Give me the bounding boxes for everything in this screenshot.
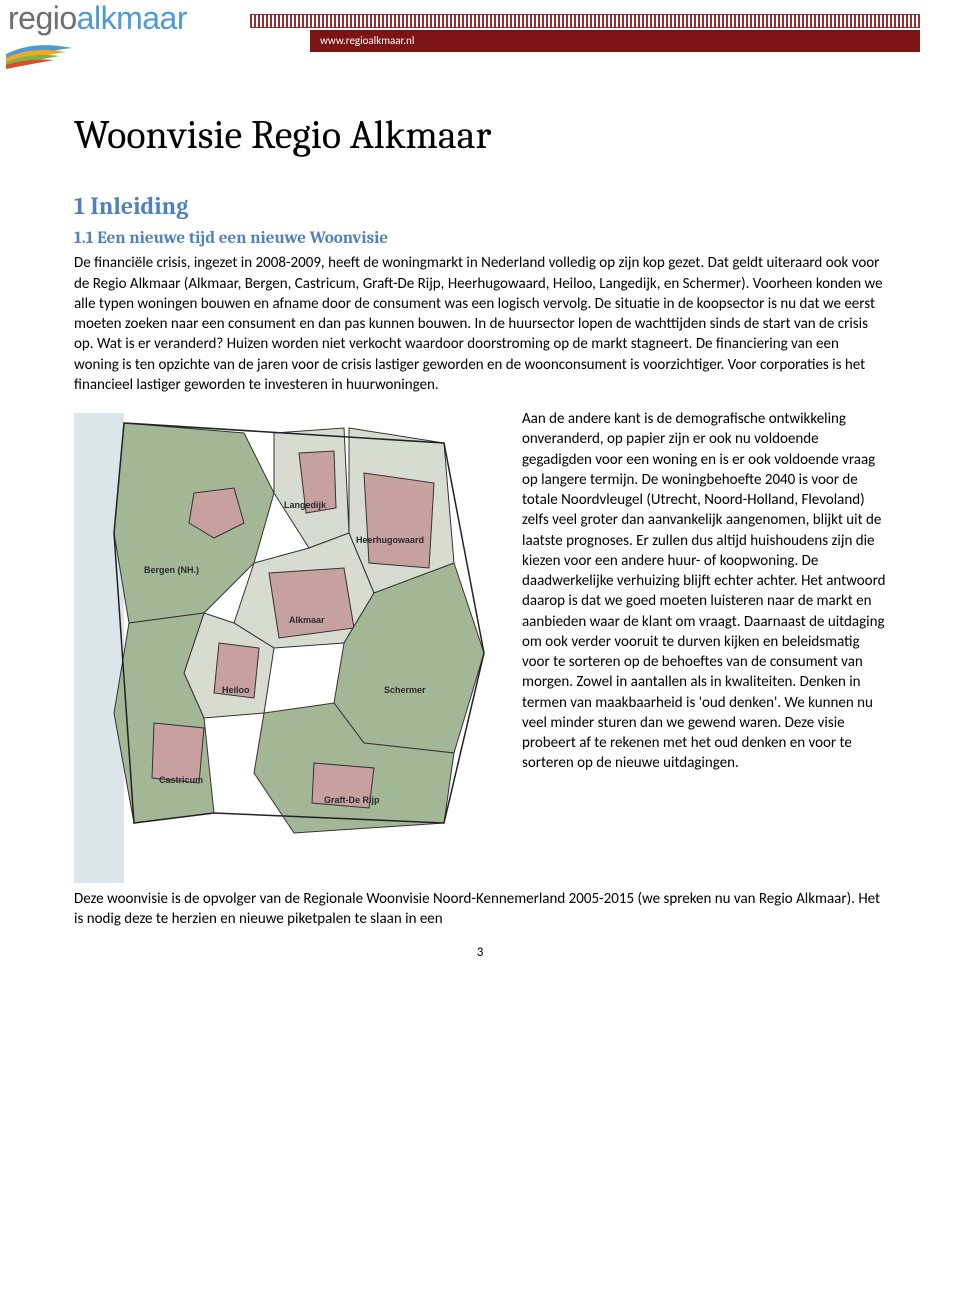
section-heading: 1 Inleiding: [74, 190, 886, 222]
document-body: Woonvisie Regio Alkmaar 1 Inleiding 1.1 …: [0, 68, 960, 981]
region-map: Bergen (NH.) Langedijk Heerhugowaard Alk…: [74, 413, 504, 883]
map-label-alkmaar: Alkmaar: [289, 615, 325, 625]
map-label-heiloo: Heiloo: [222, 685, 250, 695]
map-svg: Bergen (NH.) Langedijk Heerhugowaard Alk…: [74, 413, 504, 883]
map-label-langedijk: Langedijk: [284, 500, 327, 510]
logo-text: regioalkmaar: [8, 2, 187, 34]
paragraph-closing: Deze woonvisie is de opvolger van de Reg…: [74, 889, 886, 930]
page-header: regioalkmaar www.regioalkmaar.nl: [0, 0, 960, 68]
page-number: 3: [74, 944, 886, 962]
wrapped-section: Bergen (NH.) Langedijk Heerhugowaard Alk…: [74, 409, 886, 889]
map-label-heerhugowaard: Heerhugowaard: [356, 535, 424, 545]
site-url-bar: www.regioalkmaar.nl: [310, 30, 920, 52]
map-label-castricum: Castricum: [159, 775, 203, 785]
paragraph-intro: De financiële crisis, ingezet in 2008-20…: [74, 253, 886, 395]
logo-swoosh-icon: [4, 36, 94, 70]
site-url: www.regioalkmaar.nl: [320, 34, 414, 49]
logo-part-alkmaar: alkmaar: [77, 0, 187, 36]
logo: regioalkmaar: [8, 2, 187, 70]
subsection-heading: 1.1 Een nieuwe tijd een nieuwe Woonvisie: [74, 228, 886, 251]
header-stripe: [250, 14, 920, 28]
logo-part-regio: regio: [8, 0, 77, 36]
map-label-bergen: Bergen (NH.): [144, 565, 199, 575]
page-title: Woonvisie Regio Alkmaar: [74, 108, 886, 162]
map-label-graft: Graft-De Rijp: [324, 795, 380, 805]
map-label-schermer: Schermer: [384, 685, 426, 695]
